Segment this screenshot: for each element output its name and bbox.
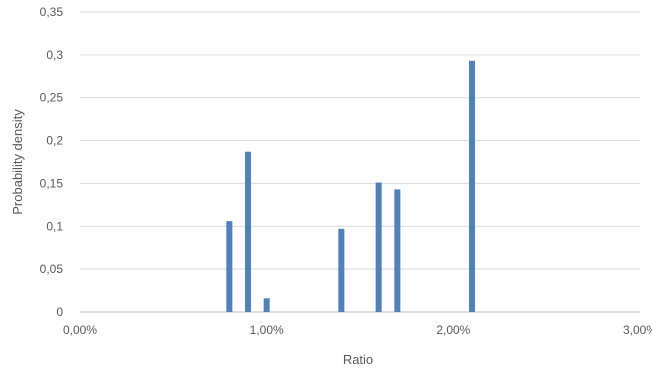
- bar: [263, 298, 270, 312]
- x-tick-label: 1,00%: [250, 323, 284, 337]
- y-tick-label: 0,1: [46, 219, 63, 233]
- x-axis-tick-labels: 0,00% 1,00% 2,00% 3,00%: [63, 323, 652, 337]
- x-tick-label: 2,00%: [436, 323, 470, 337]
- y-axis-title: Probability density: [10, 109, 25, 215]
- x-axis-title: Ratio: [343, 352, 373, 367]
- bar: [226, 221, 233, 312]
- gridlines: [80, 11, 640, 313]
- y-tick-label: 0,15: [40, 176, 64, 190]
- bars: [226, 60, 475, 312]
- bar: [245, 151, 251, 312]
- y-tick-label: 0,35: [40, 5, 64, 19]
- bar: [469, 60, 475, 312]
- y-tick-label: 0,2: [46, 134, 63, 148]
- y-axis-tick-labels: 0 0,05 0,1 0,15 0,2 0,25 0,3 0,35: [40, 5, 64, 319]
- x-tick-label: 3,00%: [623, 323, 652, 337]
- y-tick-label: 0: [56, 305, 63, 319]
- bar: [375, 182, 382, 312]
- bar: [338, 228, 345, 312]
- bar: [394, 189, 401, 312]
- y-tick-label: 0,25: [40, 91, 64, 105]
- x-tick-label: 0,00%: [63, 323, 97, 337]
- y-tick-label: 0,05: [40, 262, 64, 276]
- y-tick-label: 0,3: [46, 48, 63, 62]
